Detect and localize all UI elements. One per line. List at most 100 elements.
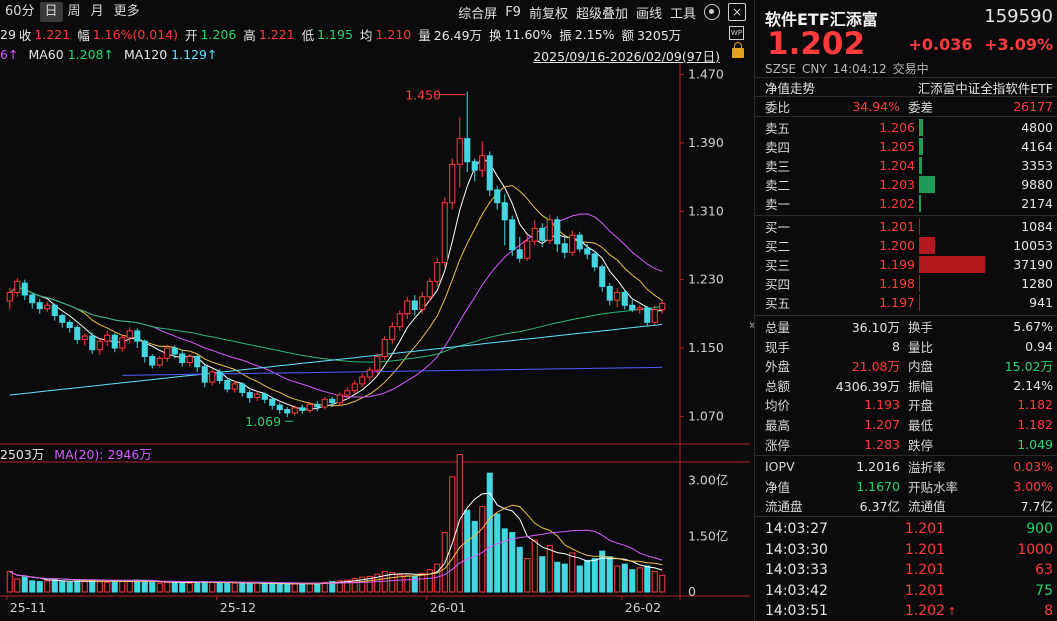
asks-depth-bar (919, 119, 999, 136)
volume-bar (569, 552, 576, 593)
asks-row[interactable]: 卖五 1.206 4800 (765, 118, 1053, 137)
period-tab-3[interactable]: 月 (90, 4, 104, 19)
candle-body (501, 202, 508, 221)
candle-body (104, 334, 111, 342)
volume-bar (516, 546, 523, 593)
gear-icon[interactable] (704, 4, 720, 20)
bids-row[interactable]: 买二 1.200 10053 (765, 236, 1053, 255)
asks-row[interactable]: 卖四 1.205 4164 (765, 137, 1053, 156)
bids-row[interactable]: 买五 1.197 941 (765, 293, 1053, 312)
wc-value: 26177 (1013, 99, 1053, 114)
candle-body (6, 291, 13, 302)
tick-time: 14:03:42 (765, 582, 828, 599)
date-tick-label: 25-12 (220, 600, 256, 615)
stat-row: 最高 1.207 最低 1.182 (765, 415, 1053, 434)
avg-value: 1.210 (375, 26, 412, 42)
asks-price: 1.206 (879, 120, 915, 135)
candle-body (509, 219, 516, 251)
candle-body (246, 391, 253, 399)
stat-row: 外盘 21.08万 内盘 15.02万 (765, 356, 1053, 375)
tool-button-2[interactable]: 前复权 (528, 6, 568, 22)
asks-volume: 3353 (1021, 158, 1053, 173)
volume-bar (344, 579, 351, 593)
candle-body (239, 383, 246, 393)
candle-body (231, 383, 238, 390)
kline-chart[interactable]: 1.470 1.390 1.310 1.230 1.150 1.070 3.00亿 1.50亿… (0, 0, 750, 621)
open-value: 1.206 (200, 26, 237, 42)
net-trend-link[interactable]: 净值走势 (765, 81, 816, 96)
tool-button-4[interactable]: 画线 (635, 6, 662, 22)
tool-button-5[interactable]: 工具 (669, 6, 696, 22)
period-tab-2[interactable]: 周 (67, 4, 81, 19)
stat-value: 1.182 (1017, 417, 1053, 432)
open-label: 开 (184, 27, 198, 43)
asks-label: 卖五 (765, 121, 791, 136)
period-tab-4[interactable]: 更多 (113, 4, 140, 19)
volume-tick-label: 3.00亿 (688, 473, 728, 488)
asks-row[interactable]: 卖一 1.202 2174 (765, 194, 1053, 213)
period-tab-1[interactable]: 日 (39, 2, 63, 22)
volume-bar (351, 578, 358, 593)
stat-value: 1.207 (864, 417, 900, 432)
candle-body (426, 280, 433, 298)
bids-row[interactable]: 买一 1.201 1084 (765, 217, 1053, 236)
asks-price: 1.204 (879, 158, 915, 173)
candle-body (329, 398, 336, 404)
date-range[interactable]: 2025/09/16-2026/02/09(97日) (533, 49, 720, 64)
stat-value: 0.94 (1025, 338, 1053, 354)
price-tick-label: 1.070 (688, 408, 724, 423)
ma20-value: 2946万 (107, 447, 152, 462)
asks-row[interactable]: 卖二 1.203 9880 (765, 175, 1053, 194)
quote-panel: 软件ETF汇添富 159590 1.202 +0.036 +3.09% SZSE… (754, 0, 1057, 621)
tool-button-0[interactable]: 综合屏 (458, 6, 498, 22)
divider (755, 516, 1057, 517)
volume-bar (134, 579, 141, 593)
volume-bar (299, 582, 306, 593)
stat-label: 涨停 (765, 437, 791, 453)
period-tab-0[interactable]: 60分 (5, 4, 35, 19)
tick-row: 14:03:30 1.201 1000 (765, 540, 1053, 560)
stat-label: 量比 (908, 339, 934, 355)
bids-row[interactable]: 买三 1.199 37190 (765, 255, 1053, 274)
asks-label: 卖一 (765, 197, 791, 212)
collapse-arrow-icon[interactable]: » (749, 318, 757, 332)
bids-volume: 1280 (1021, 276, 1053, 291)
tick-volume: 8 (1044, 603, 1053, 619)
candle-body (201, 366, 208, 383)
candle-body (396, 313, 403, 328)
tool-button-1[interactable]: F9 (505, 4, 521, 20)
stat-value: 1.1670 (856, 478, 900, 494)
stat-value: 1.193 (864, 397, 900, 413)
candle-body (524, 240, 531, 259)
stat-value: 8 (892, 338, 900, 354)
amp-value: 1.16%(0.014) (92, 26, 178, 42)
ma-line-ma120 (9, 323, 663, 396)
lock-icon[interactable] (732, 42, 744, 58)
close-icon[interactable]: × (728, 3, 746, 21)
tick-price: 1.201 (904, 541, 945, 558)
candle-body (644, 307, 651, 323)
candle-body (471, 161, 478, 171)
candle-body (336, 394, 343, 404)
volume-bar (276, 583, 283, 593)
volume-bar (524, 558, 531, 593)
tool-button-3[interactable]: 超级叠加 (575, 6, 628, 22)
volume-bar (659, 574, 666, 593)
wb-label: 委比 (765, 100, 791, 115)
candle-body (59, 315, 66, 323)
stat-label: 溢折率 (908, 460, 946, 475)
wp-badge-icon[interactable]: WP (729, 26, 744, 40)
bids-row[interactable]: 买四 1.198 1280 (765, 274, 1053, 293)
bids-price: 1.200 (879, 238, 915, 253)
volume-bar (29, 580, 36, 593)
low-annotation-label: 1.069 (245, 414, 281, 429)
tick-volume: 63 (1035, 562, 1053, 578)
volume-bar (539, 556, 546, 593)
candle-body (194, 356, 201, 368)
volume-tick-label: 1.50亿 (688, 528, 728, 543)
volume-bar (389, 572, 396, 593)
candle-body (599, 266, 606, 287)
candle-body (224, 379, 231, 390)
asks-row[interactable]: 卖三 1.204 3353 (765, 156, 1053, 175)
volume-bar (89, 579, 96, 593)
